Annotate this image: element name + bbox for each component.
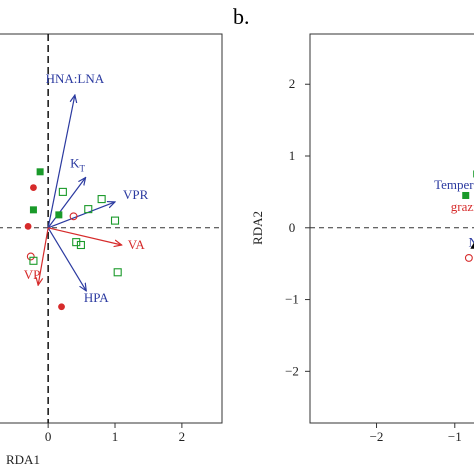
panel-a-point-open-square xyxy=(97,195,106,204)
panel-a-point-filled-circle xyxy=(58,303,65,311)
panel-b-y-tick-label: −1 xyxy=(285,292,299,307)
panel-a-x-tick-label: 0 xyxy=(45,429,52,444)
panel-b-x-tick-label: −1 xyxy=(448,429,462,444)
panel-b-y-axis-label: RDA2 xyxy=(250,211,265,245)
panel-b-vector-label-nh4: NH4 xyxy=(468,234,474,252)
panel-a-vector-kt xyxy=(47,178,85,229)
panel-b-label: b. xyxy=(233,4,250,29)
panel-a-vector-label-vp: VP xyxy=(24,267,41,282)
panel-a-point-open-circle xyxy=(69,212,78,221)
panel-a-point-filled-square xyxy=(55,211,63,219)
panel-a-point-open-square xyxy=(58,187,67,196)
panel-b-x-tick-label: −2 xyxy=(370,429,384,444)
panel-a-x-tick-label: 1 xyxy=(112,429,119,444)
panel-b-vector-label-grazing: grazing xyxy=(451,199,474,214)
panel-b-y-tick-label: 1 xyxy=(289,148,296,163)
panel-a: 0 1 2 HNA:LNA KT VPR HPA VA VP RDA1 xyxy=(0,33,223,467)
panel-a-point-open-square xyxy=(29,256,38,265)
panel-a-point-open-square xyxy=(76,240,85,250)
panel-a-vector-vpr xyxy=(47,202,115,229)
panel-a-point-filled-circle xyxy=(24,222,32,230)
panel-a-frame xyxy=(0,33,223,424)
panel-b-point-filled-triangle xyxy=(470,242,474,249)
panel-a-point-open-square xyxy=(110,216,120,225)
panel-b-y-tick-label: 0 xyxy=(289,220,296,235)
panel-a-vector-vp xyxy=(38,227,49,285)
panel-a-point-open-circle xyxy=(26,252,35,261)
panel-a-vector-label-vpr: VPR xyxy=(123,187,149,202)
panel-a-point-open-square xyxy=(113,268,122,277)
panel-a-vector-label-va: VA xyxy=(128,237,146,252)
panel-b-vector-label-temperature: Temperature xyxy=(434,177,474,192)
panel-b-point-open-circle xyxy=(464,253,473,262)
panel-a-vector-label-hna-lna: HNA:LNA xyxy=(46,71,105,86)
panel-a-vector-va xyxy=(48,227,122,245)
panel-a-point-filled-square xyxy=(36,168,44,176)
panel-b-y-tick-label: −2 xyxy=(285,363,299,378)
panel-b-y-tick-label: 2 xyxy=(289,76,296,91)
panel-a-vector-hna-lna xyxy=(47,95,75,228)
panel-b-frame xyxy=(309,33,474,424)
panel-a-vector-label-hpa: HPA xyxy=(84,290,109,305)
panel-a-point-filled-square xyxy=(29,206,37,214)
panel-b-point-filled-square xyxy=(462,191,470,199)
panel-a-point-open-square xyxy=(72,238,81,247)
panel-a-x-tick-label: 2 xyxy=(179,429,186,444)
panel-a-x-axis-label: RDA1 xyxy=(6,452,40,467)
panel-a-vector-label-kt: KT xyxy=(70,156,85,174)
panel-a-point-filled-circle xyxy=(30,184,37,191)
panel-a-point-open-square xyxy=(84,205,93,214)
panel-b: b. −2 −1 2 1 0 −1 −2 Temperature grazing NH4 RDA2 xyxy=(233,4,474,444)
panel-a-vector-hpa xyxy=(47,227,86,291)
